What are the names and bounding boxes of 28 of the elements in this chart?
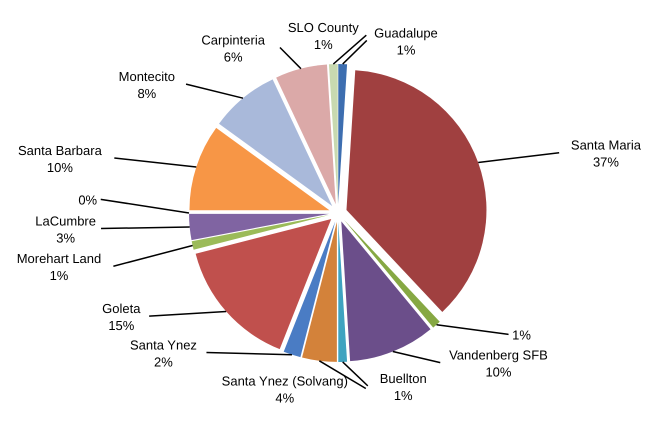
data-label: 8% bbox=[137, 86, 157, 102]
slice-label: Morehart Land bbox=[16, 251, 102, 266]
slice-label: Carpinteria bbox=[201, 32, 266, 48]
data-label: 37% bbox=[592, 154, 620, 170]
data-label: 4% bbox=[275, 390, 295, 406]
data-label: 10% bbox=[485, 364, 512, 380]
data-label: 1% bbox=[512, 327, 532, 342]
text: 0% bbox=[78, 192, 98, 208]
data-label: 15% bbox=[108, 318, 135, 334]
data-label: 1% bbox=[50, 268, 69, 284]
slice-label: Santa Barbara bbox=[18, 142, 103, 158]
slice-label: SLO County bbox=[288, 20, 360, 36]
slice-label: Santa Ynez (Solvang) bbox=[222, 374, 348, 389]
slice-label: Montecito bbox=[118, 69, 176, 84]
slice-label: Buellton bbox=[380, 370, 427, 386]
data-label: 2% bbox=[154, 354, 174, 370]
data-label: 10% bbox=[46, 160, 74, 175]
data-label: 1% bbox=[314, 37, 334, 52]
data-label: 3% bbox=[56, 230, 76, 246]
slice-label: LaCumbre bbox=[35, 214, 96, 229]
slice-label: Goleta bbox=[102, 301, 142, 316]
slice-label: Santa Ynez bbox=[130, 337, 197, 352]
slice-label: Santa Maria bbox=[570, 138, 642, 153]
slice-label: Guadalupe bbox=[374, 25, 438, 40]
slice-label: Vandenberg SFB bbox=[449, 348, 548, 363]
data-label: 6% bbox=[224, 50, 243, 64]
data-label: 1% bbox=[396, 42, 416, 58]
data-label: 1% bbox=[394, 388, 414, 403]
